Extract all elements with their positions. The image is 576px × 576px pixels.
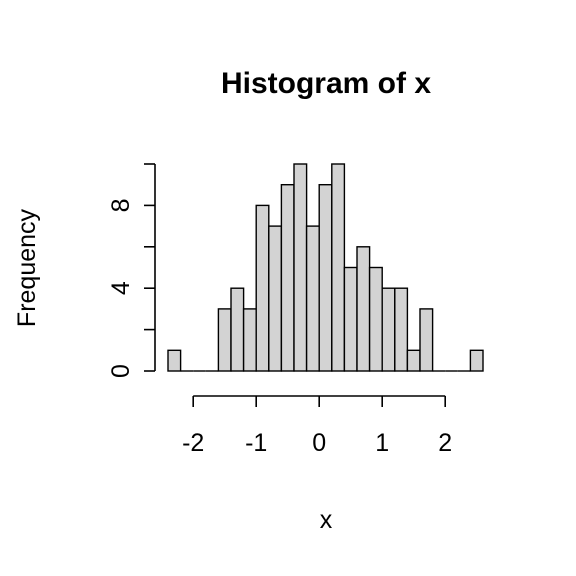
histogram-bar [406, 349, 421, 372]
histogram-bar [268, 225, 283, 372]
chart-title: Histogram of x [221, 67, 431, 100]
y-tick-label: 0 [107, 364, 135, 378]
x-tick-label: -1 [245, 429, 267, 457]
histogram-bar [167, 349, 182, 372]
histogram-bar [419, 308, 434, 372]
histogram-bar [280, 183, 295, 372]
y-tick-label: 8 [107, 198, 135, 212]
bars-group [167, 163, 484, 372]
x-tick-label: 1 [375, 429, 389, 457]
histogram-bar [331, 163, 346, 372]
x-axis-label: x [320, 506, 333, 534]
histogram-bar [217, 308, 232, 372]
histogram-bar [255, 204, 270, 372]
x-tick-label: -2 [182, 429, 204, 457]
histogram-bar [293, 163, 308, 372]
histogram-bar [242, 308, 257, 372]
histogram-bar [368, 266, 383, 372]
histogram-bar [305, 225, 320, 372]
histogram-bar [230, 287, 245, 372]
x-tick-label: 2 [438, 429, 452, 457]
histogram-bar [356, 246, 371, 372]
y-tick-label: 4 [107, 281, 135, 295]
histogram-bar [469, 349, 484, 372]
histogram-bar [381, 287, 396, 372]
x-axis: -2 -1 0 1 2 [182, 395, 452, 457]
histogram-bar [343, 266, 358, 372]
x-tick-label: 0 [312, 429, 326, 457]
y-axis-label: Frequency [13, 208, 41, 327]
y-axis: 0 4 8 [107, 163, 156, 378]
histogram-bar [394, 287, 409, 372]
histogram-bar [318, 183, 333, 372]
